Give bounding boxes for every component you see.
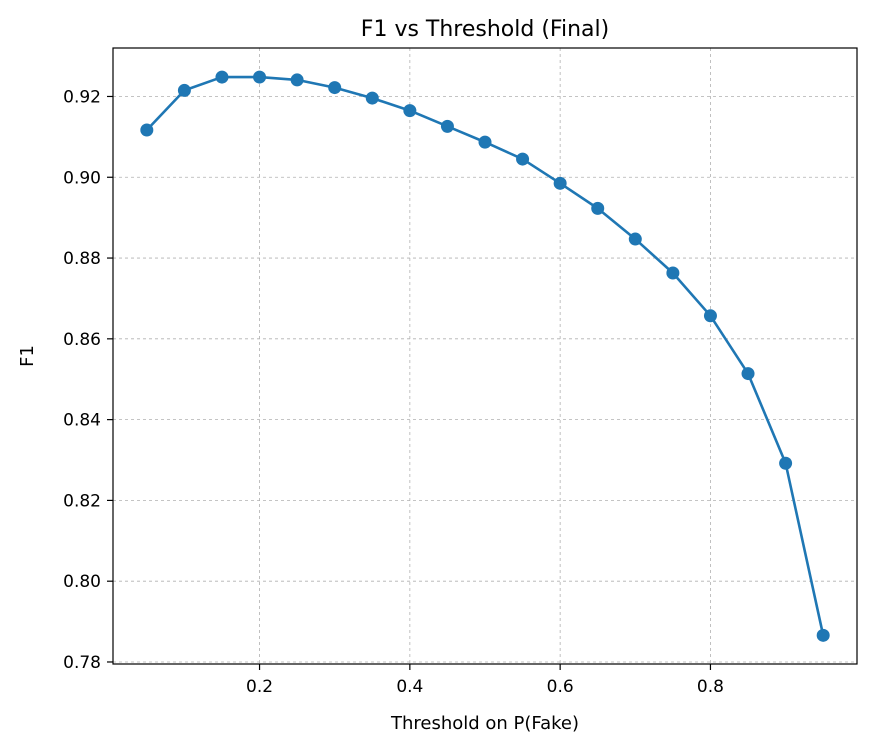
data-point: [779, 456, 793, 470]
x-tick-label: 0.2: [246, 677, 273, 697]
series-line: [145, 75, 825, 637]
plot-area-frame: [112, 47, 858, 665]
data-point: [478, 135, 492, 149]
x-tick-label: 0.6: [547, 677, 574, 697]
grid-lines: [113, 48, 857, 664]
data-point: [365, 91, 379, 105]
y-tick-label: 0.78: [63, 653, 101, 673]
x-tick-label: 0.8: [697, 677, 724, 697]
chart-title: F1 vs Threshold (Final): [361, 17, 609, 42]
data-point: [253, 70, 267, 84]
data-point: [328, 81, 342, 95]
y-tick-label: 0.80: [63, 572, 101, 592]
x-axis-label: Threshold on P(Fake): [390, 713, 579, 734]
y-tick-label: 0.86: [63, 330, 101, 350]
data-point: [741, 367, 755, 381]
y-tick-label: 0.90: [63, 168, 101, 188]
data-point: [177, 83, 191, 97]
y-tick-label: 0.82: [63, 491, 101, 511]
x-tick-label: 0.4: [396, 677, 423, 697]
data-point: [290, 73, 304, 87]
y-axis-label: F1: [17, 345, 38, 367]
data-point: [703, 309, 717, 323]
y-tick-label: 0.84: [63, 411, 101, 431]
y-tick-label: 0.88: [63, 249, 101, 269]
data-point: [215, 70, 229, 84]
data-point: [591, 201, 605, 215]
y-tick-label: 0.92: [63, 87, 101, 107]
series-layer: [140, 70, 830, 642]
data-point: [666, 266, 680, 280]
data-point: [553, 176, 567, 190]
data-point: [403, 104, 417, 118]
data-point: [140, 123, 154, 137]
data-point: [440, 119, 454, 133]
axis-ticks: 0.2 0.4 0.6 0.8 0.78 0.80 0.82 0.84 0.86 0.88 0.90…: [63, 87, 724, 697]
data-point: [628, 232, 642, 246]
data-point: [816, 628, 830, 642]
data-point: [516, 152, 530, 166]
